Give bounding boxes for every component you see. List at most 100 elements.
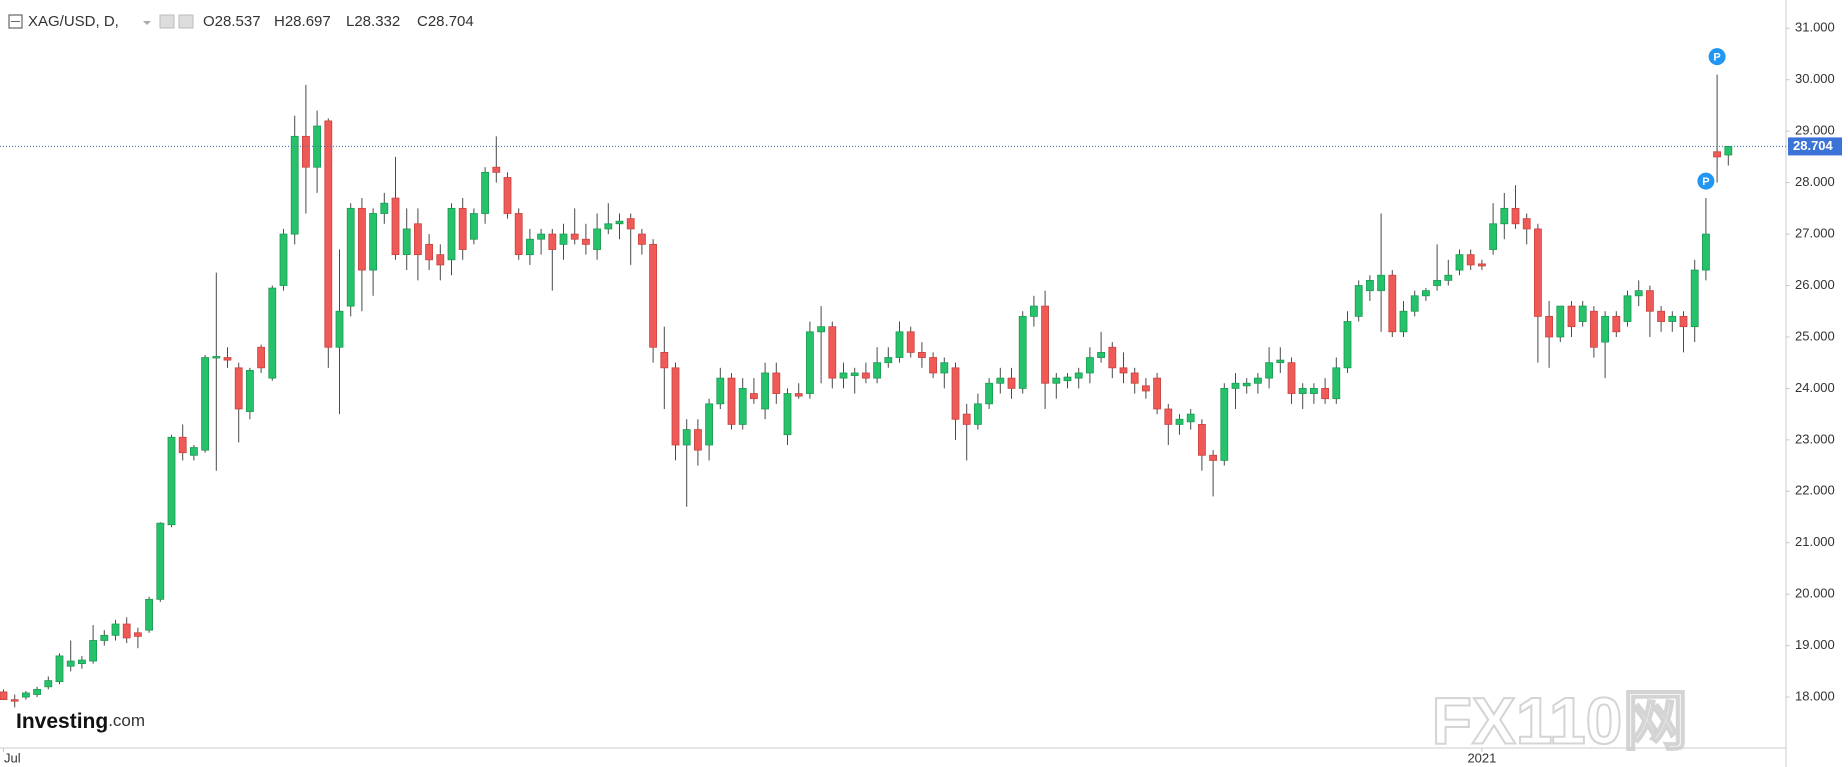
- dropdown-arrow[interactable]: [143, 21, 151, 25]
- candle-body: [492, 166, 501, 173]
- candle-body: [996, 377, 1005, 384]
- menu-icon[interactable]: [8, 14, 23, 29]
- candle-body: [1388, 274, 1397, 333]
- close-icon[interactable]: [178, 14, 194, 29]
- candle-body: [1276, 359, 1285, 364]
- candle-body: [1422, 290, 1430, 297]
- y-tick-label: 24.000: [1795, 380, 1835, 395]
- y-tick-label: 26.000: [1795, 277, 1835, 292]
- pivot-marker: [1708, 48, 1726, 66]
- candle-body: [78, 659, 86, 665]
- y-tick-label: 25.000: [1795, 328, 1835, 343]
- candle-body: [503, 177, 512, 214]
- logo-main: Investing: [16, 710, 108, 733]
- candle-body: [884, 357, 893, 364]
- candle-body: [257, 346, 266, 369]
- candle-body: [1534, 228, 1542, 317]
- candle-body: [89, 640, 97, 662]
- y-tick-label: 27.000: [1795, 226, 1835, 241]
- candle-body: [1119, 367, 1128, 374]
- candle-body: [1041, 305, 1049, 384]
- candle-body: [1354, 285, 1363, 317]
- y-tick-label: 30.000: [1795, 71, 1835, 86]
- candle-body: [1186, 413, 1195, 423]
- candle-body: [313, 125, 322, 168]
- x-tick-label: Jul: [4, 750, 21, 765]
- candle-body: [145, 598, 154, 631]
- candle-body: [783, 393, 792, 436]
- candle-body: [1063, 376, 1072, 382]
- pivot-marker: [1697, 172, 1715, 190]
- candle-body: [1220, 388, 1229, 461]
- candle-body: [593, 228, 601, 250]
- candle-body: [1153, 377, 1161, 410]
- candle-body: [1310, 388, 1318, 394]
- candle-body: [1612, 315, 1621, 333]
- candle-body: [156, 522, 165, 600]
- ohlc-label: O: [203, 13, 215, 30]
- candle-body: [245, 369, 254, 412]
- candle-body: [1545, 315, 1553, 338]
- candle-body: [1724, 146, 1733, 156]
- candle-body: [324, 120, 333, 348]
- candle-body: [716, 377, 725, 405]
- y-tick-label: 22.000: [1795, 483, 1835, 498]
- candle-body: [1556, 305, 1565, 338]
- candle-body: [1254, 377, 1262, 384]
- logo-suffix: .com: [108, 711, 145, 730]
- candle-body: [862, 372, 870, 379]
- candle-body: [649, 243, 657, 348]
- candle-body: [1511, 207, 1520, 225]
- candle-body: [604, 223, 613, 230]
- candle-body: [839, 372, 848, 379]
- candle-body: [1466, 254, 1475, 266]
- ohlc-legend: O28.537 H28.697 L28.332 C28.704: [203, 13, 474, 30]
- candle-body: [772, 372, 781, 394]
- y-tick-label: 21.000: [1795, 534, 1835, 549]
- candle-body: [189, 447, 198, 456]
- candle-body: [1298, 388, 1307, 394]
- candle-body: [268, 287, 277, 379]
- candle-body: [514, 213, 523, 256]
- candle-body: [1007, 377, 1016, 389]
- candle-body: [1209, 454, 1217, 461]
- candle-body: [660, 351, 669, 369]
- y-tick-label: 20.000: [1795, 586, 1835, 601]
- y-tick-label: 31.000: [1795, 20, 1835, 35]
- candle-body: [1702, 233, 1710, 271]
- candle-body: [1713, 151, 1721, 158]
- candle-body: [1455, 254, 1464, 271]
- candle-body: [1366, 279, 1374, 292]
- ohlc-label: H: [274, 13, 285, 30]
- candle-body: [447, 207, 456, 261]
- candle-body: [1086, 357, 1094, 374]
- ohlc-value: 28.537: [215, 13, 261, 30]
- candle-body: [974, 403, 982, 425]
- candle-body: [1175, 418, 1184, 425]
- candle-body: [1231, 382, 1240, 389]
- candle-body: [1198, 424, 1206, 456]
- candle-body: [481, 171, 490, 214]
- candle-body: [582, 238, 590, 245]
- candle-body: [929, 357, 937, 374]
- candle-body: [290, 135, 299, 235]
- candle-body: [1522, 218, 1531, 230]
- y-tick-label: 29.000: [1795, 123, 1835, 138]
- candle-body: [1679, 315, 1688, 328]
- candle-body: [615, 220, 624, 225]
- ohlc-value: 28.332: [354, 13, 400, 30]
- pivot-marker-label: P: [1713, 51, 1720, 63]
- candle-body: [458, 207, 467, 250]
- candle-body: [873, 362, 881, 379]
- candle-body: [817, 326, 825, 333]
- ohlc-label: L: [346, 13, 354, 30]
- settings-icon[interactable]: [159, 14, 175, 29]
- candle-body: [212, 356, 221, 359]
- candle-body: [951, 367, 960, 420]
- candle-body: [1478, 263, 1486, 267]
- candle-body: [100, 634, 109, 641]
- candle-body: [1410, 295, 1419, 312]
- candle-body: [738, 388, 747, 425]
